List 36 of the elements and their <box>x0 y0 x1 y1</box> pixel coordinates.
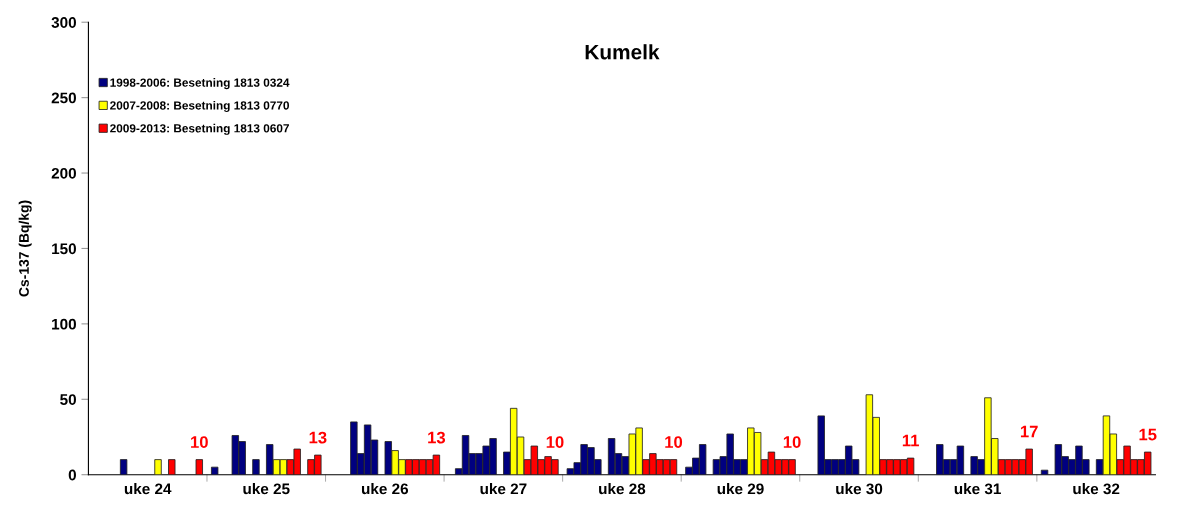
data-label: 11 <box>902 434 919 447</box>
data-label: 10 <box>665 436 683 448</box>
y-tick-label: 150 <box>52 243 76 255</box>
text: Kumelk <box>585 44 660 60</box>
bar <box>211 466 219 475</box>
x-tick-label: uke 31 <box>954 483 1001 495</box>
y-axis-title: Cs-137 (Bq/kg) <box>18 200 32 297</box>
data-label: 13 <box>309 431 327 444</box>
y-tick-label: 0 <box>68 469 76 481</box>
data-label: 10 <box>546 436 564 448</box>
data-label: 13 <box>428 431 446 444</box>
y-tick-label: 100 <box>52 318 76 330</box>
x-tick-label: uke 29 <box>717 483 764 495</box>
bar <box>154 459 162 475</box>
data-label: 15 <box>1139 428 1157 441</box>
data-label: 17 <box>1020 425 1038 438</box>
x-tick-label: uke 32 <box>1073 483 1120 495</box>
legend-label: 2007-2008: Besetning 1813 0770 <box>110 100 290 113</box>
legend-label: 2009-2013: Besetning 1813 0607 <box>110 123 289 135</box>
bar <box>252 459 260 475</box>
y-tick-label: 200 <box>51 167 76 179</box>
data-label: 10 <box>191 436 208 448</box>
bar <box>168 459 176 475</box>
bar <box>119 459 128 475</box>
legend-label: 1998-2006: Besetning 1813 0324 <box>110 78 290 90</box>
bar <box>195 459 203 475</box>
x-tick-label: uke 28 <box>599 483 646 495</box>
x-tick-label: uke 24 <box>124 483 172 495</box>
x-tick-label: uke 25 <box>243 483 290 495</box>
y-tick-label: 50 <box>60 394 76 405</box>
data-label: 10 <box>783 436 801 448</box>
y-tick-label: 250 <box>51 92 76 104</box>
y-tick-label: 300 <box>51 17 76 28</box>
x-tick-label: uke 27 <box>480 483 527 495</box>
x-tick-label: uke 30 <box>836 483 883 495</box>
x-tick-label: uke 26 <box>361 483 409 495</box>
